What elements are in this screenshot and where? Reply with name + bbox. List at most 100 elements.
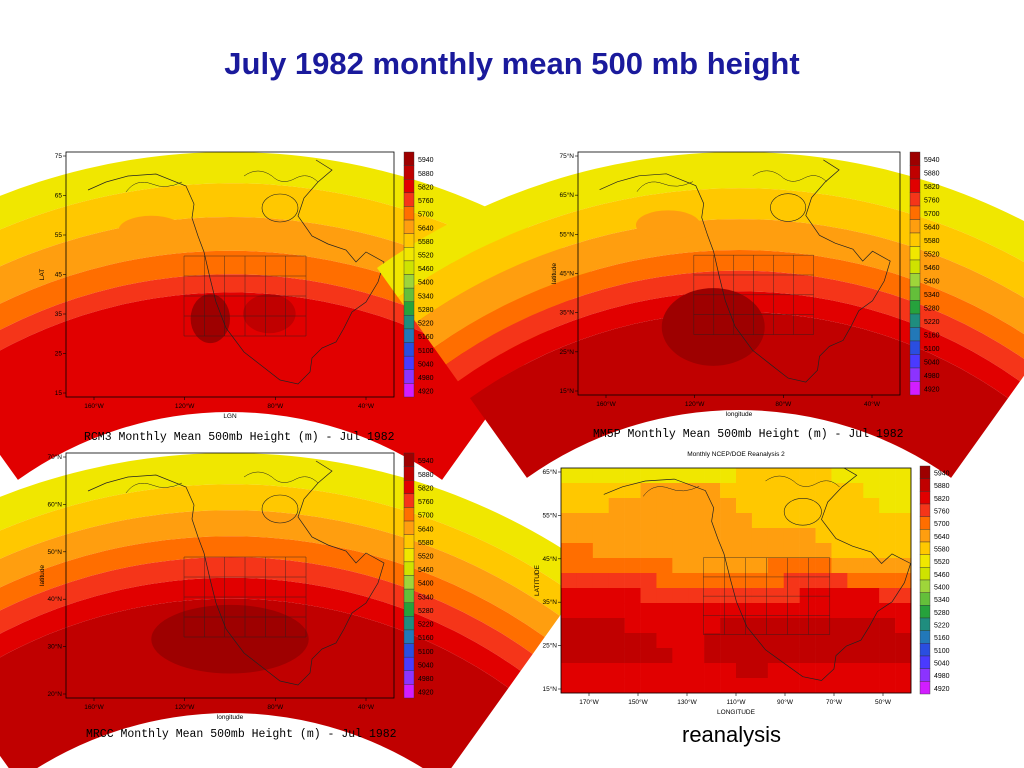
grid-cell [815,663,832,679]
grid-cell [656,558,673,574]
colorbar-label: 5340 [418,293,434,300]
grid-cell [879,543,896,559]
grid-cell [640,558,657,574]
colorbar-swatch [403,588,415,603]
colorbar-swatch [919,617,931,631]
grid-cell [624,468,641,484]
grid-cell [576,483,594,499]
grid-cell [751,573,769,589]
colorbar-label: 5040 [418,662,434,669]
colorbar-swatch [403,616,415,631]
ytick-label: 55°N [542,511,557,519]
grid-cell [608,558,625,574]
xtick-label: 120°W [685,400,705,408]
grid-cell [688,633,705,649]
colorbar-label: 4980 [418,375,434,382]
grid-cell [720,588,737,604]
grid-cell [672,603,689,619]
grid-cell [895,663,912,679]
grid-cell [815,678,832,694]
grid-cell [767,543,785,559]
grid-cell [656,528,673,544]
grid-cell [863,663,880,679]
grid-cell [656,468,673,484]
ytick-label: 45°N [559,270,574,278]
colorbar-swatch [403,328,415,343]
grid-cell [751,603,769,619]
colorbar-label: 5520 [924,252,940,259]
grid-cell [704,543,721,559]
colorbar-swatch [919,643,931,657]
grid-cell [592,498,610,514]
grid-cell [640,648,657,664]
ytick-label: 25°N [559,348,574,356]
colorbar-label: 5220 [934,623,950,630]
grid-cell [688,498,705,514]
grid-cell [672,648,689,664]
grid-cell [720,558,737,574]
grid-cell [688,678,705,694]
colorbar-swatch [909,246,921,261]
rcm3-axes: 75 65 55 45 35 25 15 160°W 120°W 80°W 40°W LGN LAT RC… [39,151,395,444]
grid-cell [751,678,769,694]
grid-cell [799,558,816,574]
grid-cell [704,663,721,679]
colorbar-swatch [919,681,931,695]
xtick-label: 90°W [777,698,794,706]
grid-cell [561,648,578,664]
grid-cell [895,468,912,484]
grid-cell [592,663,610,679]
grid-cell [608,588,625,604]
grid-cell [767,468,785,484]
grid-cell [704,558,721,574]
grid-cell [704,633,721,649]
grid-cell [656,648,673,664]
grid-cell [736,663,753,679]
colorbar-swatch [403,643,415,658]
grid-cell [767,573,785,589]
grid-cell [561,468,578,484]
grid-cell [895,603,912,619]
reanalysis-label: reanalysis [682,722,782,747]
grid-cell [704,648,721,664]
ytick-label: 15°N [542,685,557,693]
height-band [457,291,1021,399]
grid-cell [751,513,769,529]
colorbar-swatch [403,452,415,467]
colorbar-label: 5760 [934,509,950,516]
mrcc-axes: 70°N 60°N 50°N 40°N 30°N 20°N 160°W 120°W 80°W 40… [39,452,397,741]
grid-cell [576,633,594,649]
colorbar-swatch [403,670,415,685]
colorbar-label: 5820 [924,184,940,191]
grid-cell [608,468,625,484]
grid-cell [688,468,705,484]
grid-cell [799,468,816,484]
grid-cell [624,603,641,619]
colorbar-label: 5700 [934,521,950,528]
grid-cell [879,633,896,649]
grid-cell [688,663,705,679]
grid-cell [640,678,657,694]
grid-cell [863,618,880,634]
grid-cell [592,543,610,559]
colorbar-label: 5340 [418,594,434,601]
colorbar-label: 5880 [924,171,940,178]
colorbar-swatch [909,340,921,355]
grid-cell [831,483,848,499]
colorbar-label: 5040 [924,360,940,367]
grid-cell [799,588,816,604]
grid-cell [751,528,769,544]
colorbar-swatch [919,579,931,593]
grid-cell [751,558,769,574]
grid-cell [576,618,594,634]
colorbar-label: 5580 [418,540,434,547]
grid-cell [895,498,912,514]
ytick-label: 35°N [559,309,574,317]
grid-cell [592,588,610,604]
grid-cell [656,573,673,589]
grid-cell [799,513,816,529]
grid-cell [561,543,578,559]
ytick-label: 30°N [47,643,62,651]
grid-cell [704,603,721,619]
grid-cell [656,588,673,604]
